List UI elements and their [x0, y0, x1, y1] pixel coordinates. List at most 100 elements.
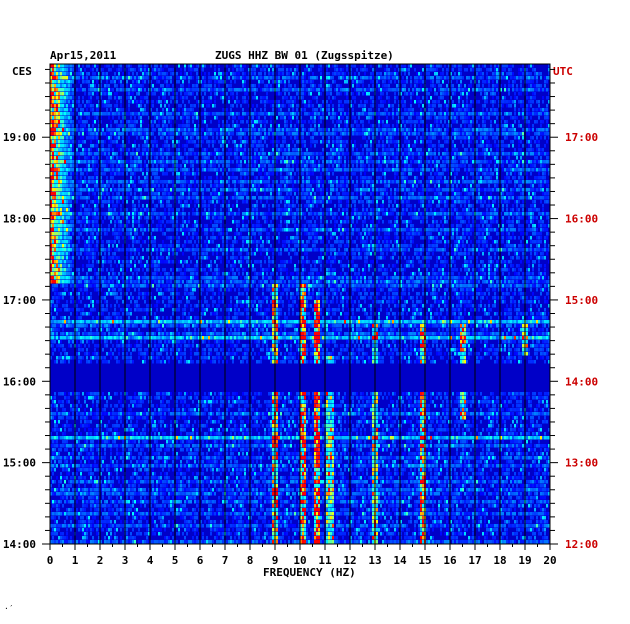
spectrogram-cell [68, 96, 70, 100]
spectrogram-cell [76, 168, 78, 172]
spectrogram-cell [176, 140, 178, 144]
spectrogram-cell [234, 140, 236, 144]
spectrogram-cell [272, 88, 274, 92]
spectrogram-cell [244, 144, 246, 148]
spectrogram-cell [270, 140, 272, 144]
spectrogram-cell [234, 72, 236, 76]
spectrogram-cell [482, 124, 484, 128]
spectrogram-cell [318, 128, 320, 132]
spectrogram-cell [438, 84, 440, 88]
spectrogram-cell [472, 88, 474, 92]
spectrogram-cell [226, 164, 228, 168]
spectrogram-cell [404, 72, 406, 76]
spectrogram-cell [366, 112, 368, 116]
spectrogram-cell [94, 84, 96, 88]
spectrogram-cell [280, 104, 282, 108]
spectrogram-cell [514, 176, 516, 180]
spectrogram-cell [446, 92, 448, 96]
spectrogram-cell [460, 132, 462, 136]
spectrogram-cell [86, 100, 88, 104]
spectrogram-cell [132, 80, 134, 84]
spectrogram-cell [182, 96, 184, 100]
spectrogram-cell [78, 100, 80, 104]
spectrogram-cell [88, 128, 90, 132]
spectrogram-cell [522, 76, 524, 80]
spectrogram-cell [66, 160, 68, 164]
spectrogram-cell [530, 112, 532, 116]
spectrogram-cell [478, 76, 480, 80]
spectrogram-cell [464, 88, 466, 92]
spectrogram-cell [292, 104, 294, 108]
spectrogram-cell [196, 128, 198, 132]
spectrogram-cell [302, 172, 304, 176]
spectrogram-cell [492, 88, 494, 92]
spectrogram-cell [56, 84, 58, 88]
spectrogram-cell [162, 148, 164, 152]
spectrogram-cell [402, 152, 404, 156]
spectrogram-cell [478, 84, 480, 88]
spectrogram-cell [72, 132, 74, 136]
spectrogram-cell [234, 64, 236, 68]
spectrogram-cell [528, 100, 530, 104]
spectrogram-cell [92, 92, 94, 96]
spectrogram-cell [170, 152, 172, 156]
spectrogram-cell [94, 76, 96, 80]
spectrogram-cell [536, 100, 538, 104]
spectrogram-cell [130, 116, 132, 120]
spectrogram-cell [432, 144, 434, 148]
spectrogram-cell [542, 160, 544, 164]
spectrogram-cell [172, 72, 174, 76]
spectrogram-cell [380, 76, 382, 80]
spectrogram-cell [244, 128, 246, 132]
spectrogram-cell [68, 88, 70, 92]
spectrogram-cell [384, 108, 386, 112]
spectrogram-cell [240, 64, 242, 68]
spectrogram-cell [496, 176, 498, 180]
spectrogram-cell [270, 88, 272, 92]
spectrogram-cell [80, 152, 82, 156]
spectrogram-cell [526, 176, 528, 180]
spectrogram-cell [152, 128, 154, 132]
spectrogram-cell [436, 124, 438, 128]
spectrogram-cell [528, 88, 530, 92]
spectrogram-cell [216, 80, 218, 84]
spectrogram-cell [338, 88, 340, 92]
spectrogram-cell [82, 120, 84, 124]
spectrogram-cell [202, 80, 204, 84]
spectrogram-cell [252, 140, 254, 144]
spectrogram-cell [366, 68, 368, 72]
spectrogram-cell [416, 152, 418, 156]
spectrogram-cell [534, 152, 536, 156]
spectrogram-cell [508, 92, 510, 96]
spectrogram-cell [70, 148, 72, 152]
spectrogram-cell [166, 160, 168, 164]
spectrogram-cell [472, 128, 474, 132]
spectrogram-cell [286, 120, 288, 124]
spectrogram-cell [418, 112, 420, 116]
spectrogram-cell [436, 100, 438, 104]
spectrogram-cell [176, 164, 178, 168]
spectrogram-cell [196, 156, 198, 160]
spectrogram-cell [286, 176, 288, 180]
spectrogram-cell [118, 164, 120, 168]
spectrogram-cell [186, 96, 188, 100]
spectrogram-cell [534, 72, 536, 76]
spectrogram-cell [160, 92, 162, 96]
spectrogram-cell [362, 76, 364, 80]
spectrogram-cell [240, 76, 242, 80]
spectrogram-cell [134, 140, 136, 144]
spectrogram-cell [116, 152, 118, 156]
spectrogram-cell [340, 136, 342, 140]
spectrogram-cell [82, 132, 84, 136]
spectrogram-cell [482, 116, 484, 120]
spectrogram-cell [166, 136, 168, 140]
spectrogram-cell [336, 156, 338, 160]
spectrogram-cell [56, 160, 58, 164]
spectrogram-cell [152, 72, 154, 76]
spectrogram-cell [62, 164, 64, 168]
spectrogram-cell [234, 148, 236, 152]
spectrogram-cell [484, 148, 486, 152]
spectrogram-cell [378, 108, 380, 112]
spectrogram-cell [134, 156, 136, 160]
spectrogram-cell [180, 136, 182, 140]
